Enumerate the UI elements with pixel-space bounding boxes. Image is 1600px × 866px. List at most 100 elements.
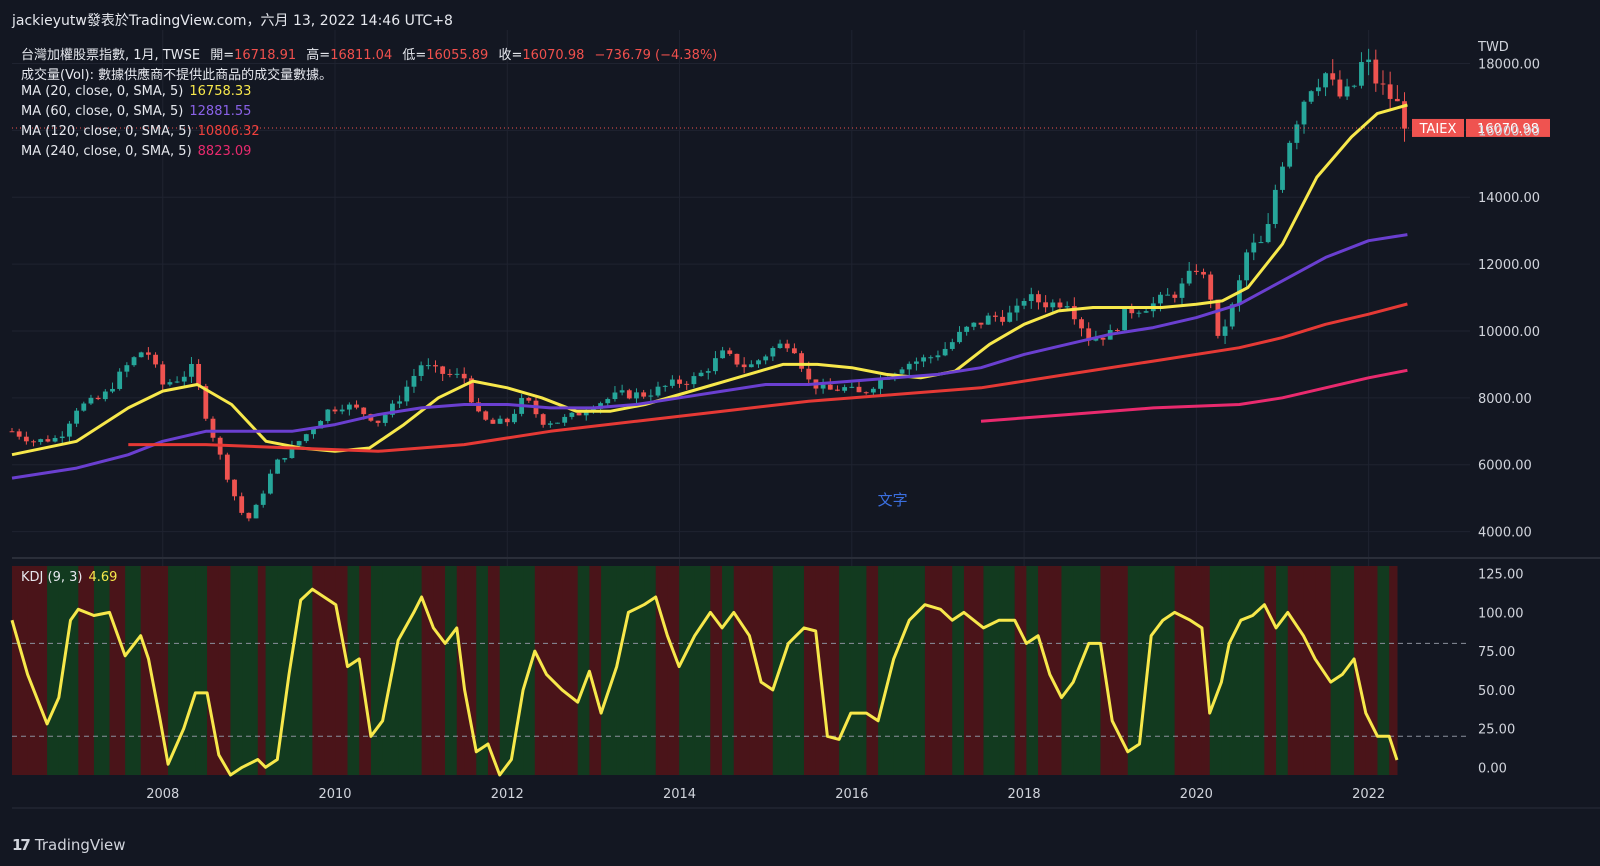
candle-body xyxy=(555,422,560,424)
kdj-zone xyxy=(546,566,563,775)
kdj-zone xyxy=(218,566,231,775)
candle-body xyxy=(748,364,754,368)
kdj-zone xyxy=(655,566,668,775)
candle-body xyxy=(1143,311,1149,313)
kdj-zone xyxy=(1162,566,1176,775)
kdj-zone xyxy=(616,566,629,775)
candle-body xyxy=(1280,166,1285,190)
kdj-zone xyxy=(963,566,984,775)
candle-body xyxy=(669,379,675,386)
kdj-zone xyxy=(562,566,579,775)
kdj-zone xyxy=(866,566,879,775)
candle-body xyxy=(246,512,252,519)
open-value: 16718.91 xyxy=(234,48,297,63)
candle-body xyxy=(1308,91,1314,102)
candle-body xyxy=(870,388,876,393)
ma20-legend: MA (20, close, 0, SMA, 5) 16758.33 xyxy=(21,84,257,99)
candle-body xyxy=(770,348,776,357)
candle-body xyxy=(181,376,187,382)
kdj-axis-tick: 75.00 xyxy=(1478,645,1515,660)
candle-body xyxy=(1100,337,1106,340)
kdj-zone xyxy=(577,566,590,775)
candle-body xyxy=(547,423,553,425)
candle-body xyxy=(110,388,115,392)
candle-body xyxy=(433,365,438,367)
price-axis-tick: 4000.00 xyxy=(1478,526,1532,541)
kdj-zone xyxy=(1276,566,1289,775)
candle-body xyxy=(1014,305,1020,313)
kdj-zone xyxy=(601,566,618,775)
kdj-zone xyxy=(940,566,953,775)
kdj-zone xyxy=(324,566,337,775)
price-axis-tick: 18000.00 xyxy=(1478,57,1540,72)
kdj-zone xyxy=(58,566,72,775)
kdj-zone xyxy=(983,566,1000,775)
tradingview-logo-text: TradingView xyxy=(34,836,126,854)
candle-body xyxy=(1165,294,1171,296)
time-axis-tick: 2022 xyxy=(1352,787,1385,802)
last-price-symbol-tag xyxy=(1412,118,1464,137)
high-label: 高= xyxy=(306,48,331,63)
candle-body xyxy=(476,402,481,412)
kdj-zone xyxy=(242,566,259,775)
time-axis-tick: 2014 xyxy=(663,787,696,802)
candle-body xyxy=(1244,252,1250,281)
candle-body xyxy=(461,373,467,379)
candle-body xyxy=(820,384,826,389)
kdj-zone xyxy=(878,566,895,775)
kdj-zone xyxy=(1354,566,1367,775)
candle-body xyxy=(232,479,237,497)
candle-body xyxy=(777,343,783,349)
ma120-label: MA (120, close, 0, SMA, 5) xyxy=(21,124,192,139)
kdj-zone xyxy=(710,566,723,775)
candle-body xyxy=(81,403,87,411)
candle-body xyxy=(167,382,173,385)
kdj-zone xyxy=(803,566,817,775)
candle-body xyxy=(468,378,474,403)
time-axis-tick: 2012 xyxy=(491,787,524,802)
candle-body xyxy=(490,419,496,424)
kdj-zone xyxy=(827,566,840,775)
candle-body xyxy=(31,441,36,443)
kdj-zone xyxy=(1377,566,1390,775)
text-annotation: 文字 xyxy=(878,491,908,509)
moving-average-line xyxy=(11,233,1408,480)
close-value: 16070.98 xyxy=(522,48,585,63)
candle-body xyxy=(526,397,532,401)
kdj-zone xyxy=(749,566,762,775)
candle-body xyxy=(1079,319,1084,329)
candle-body xyxy=(1136,312,1142,314)
candle-body xyxy=(382,414,388,423)
candle-body xyxy=(1351,85,1357,87)
ma60-label: MA (60, close, 0, SMA, 5) xyxy=(21,104,184,119)
time-axis-tick: 2008 xyxy=(146,787,179,802)
candle-body xyxy=(992,315,998,317)
candle-body xyxy=(504,418,510,423)
kdj-zone xyxy=(487,566,501,775)
candle-body xyxy=(691,376,697,385)
kdj-zone xyxy=(589,566,602,775)
price-axis-tick: 8000.00 xyxy=(1478,392,1532,407)
candle-body xyxy=(791,348,797,354)
kdj-zone xyxy=(733,566,750,775)
ma120-value: 10806.32 xyxy=(197,124,260,139)
candle-body xyxy=(878,378,883,389)
last-price-value: 16070.98 xyxy=(1477,122,1539,137)
candle-body xyxy=(296,441,302,446)
candle-body xyxy=(346,404,352,410)
kdj-zone xyxy=(679,566,696,775)
price-axis-tick: 6000.00 xyxy=(1478,459,1532,474)
tradingview-logo[interactable]: 17 TradingView xyxy=(12,836,126,854)
candle-body xyxy=(1158,294,1163,304)
candle-body xyxy=(1193,270,1199,272)
candle-body xyxy=(1229,304,1235,327)
candle-body xyxy=(210,418,216,438)
candle-body xyxy=(1344,86,1350,97)
candle-body xyxy=(174,381,180,383)
candle-body xyxy=(1172,294,1178,298)
price-axis-tick: 12000.00 xyxy=(1478,258,1540,273)
candle-body xyxy=(45,439,51,442)
kdj-zone xyxy=(195,566,208,775)
kdj-zone xyxy=(300,566,313,775)
